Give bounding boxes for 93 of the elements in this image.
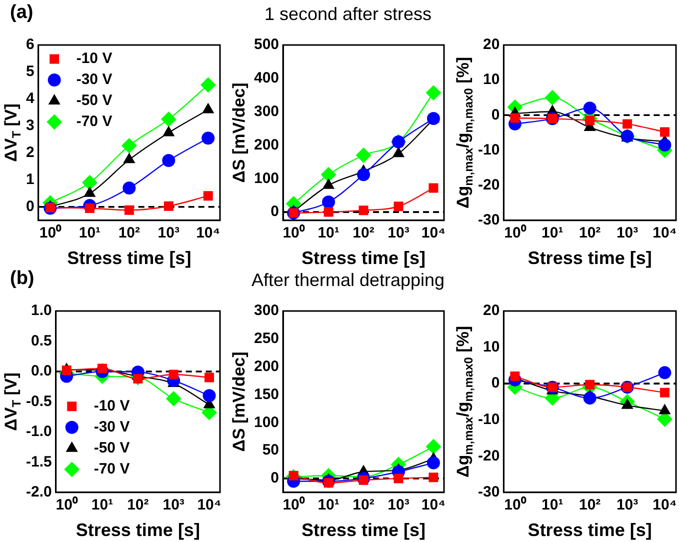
x-tick-label: 10¹ xyxy=(318,496,340,514)
y-tick-label: 200 xyxy=(254,358,280,375)
x-tick-label: 10⁰ xyxy=(504,224,527,242)
y-tick-label: -1.5 xyxy=(26,453,52,470)
legend-label: -30 V xyxy=(76,71,112,88)
x-tick-label: 10¹ xyxy=(542,224,564,242)
x-tick-label: 10³ xyxy=(388,496,410,514)
y-tick-label: 200 xyxy=(254,136,280,154)
y-tick-label: 0 xyxy=(270,203,280,220)
legend-label: -70 V xyxy=(76,113,112,130)
x-tick-label: 10² xyxy=(352,496,374,514)
y-tick-label: 0 xyxy=(491,374,500,392)
x-axis-title: Stress time [s] xyxy=(528,520,652,540)
y-tick-label: 0.5 xyxy=(30,332,52,350)
y-axis-title: ΔS [mV/dec] xyxy=(230,82,249,183)
y-tick-label: -20 xyxy=(478,176,500,194)
x-axis-title: Stress time [s] xyxy=(76,520,200,540)
x-axis-title: Stress time [s] xyxy=(301,520,426,540)
y-tick-label: 250 xyxy=(254,330,280,348)
x-tick-label: 10² xyxy=(352,224,374,242)
y-tick-label: 20 xyxy=(482,302,500,320)
y-axis-title: ΔS [mV/dec] xyxy=(230,352,249,452)
y-tick-label: 100 xyxy=(254,170,280,187)
y-tick-label: -2.0 xyxy=(26,484,52,501)
y-tick-label: -30 xyxy=(478,212,500,229)
x-axis-title: Stress time [s] xyxy=(528,248,652,268)
y-tick-label: 1.0 xyxy=(30,302,52,320)
y-tick-label: -20 xyxy=(478,447,500,464)
legend-label: -10 V xyxy=(94,398,130,415)
y-tick-label: -10 xyxy=(478,410,500,428)
x-tick-label: 10⁴ xyxy=(197,496,222,514)
legend-label: -70 V xyxy=(94,460,130,478)
y-tick-label: 20 xyxy=(482,36,500,54)
x-tick-label: 10² xyxy=(118,224,140,242)
y-tick-label: -10 xyxy=(478,141,500,158)
y-tick-label: 0 xyxy=(270,470,280,487)
x-tick-label: 10² xyxy=(578,496,601,514)
y-axis-title: Δgm,max/gm,max0 [%] xyxy=(454,56,476,208)
y-tick-label: 3 xyxy=(26,117,34,134)
x-tick-label: 10⁰ xyxy=(39,224,62,242)
text: (b) xyxy=(10,268,34,290)
x-tick-label: 10² xyxy=(578,224,601,242)
x-tick-label: 10¹ xyxy=(542,496,564,514)
x-tick-label: 10¹ xyxy=(318,224,340,242)
x-tick-label: 10¹ xyxy=(78,224,101,242)
x-tick-label: 10³ xyxy=(388,224,410,242)
x-tick-label: 10⁴ xyxy=(652,224,677,242)
y-tick-label: 500 xyxy=(254,36,280,54)
x-tick-label: 10⁰ xyxy=(56,496,78,514)
x-tick-label: 10³ xyxy=(616,224,638,242)
y-tick-label: 10 xyxy=(482,71,500,88)
x-tick-label: 10⁰ xyxy=(282,496,306,514)
y-tick-label: -1.0 xyxy=(26,423,52,440)
y-axis-title: ΔVT [V] xyxy=(2,372,24,431)
y-tick-label: 10 xyxy=(482,338,500,356)
y-tick-label: 0 xyxy=(26,198,34,216)
legend-label: -30 V xyxy=(94,418,130,436)
text: (a) xyxy=(10,2,34,24)
y-tick-label: 4 xyxy=(26,90,35,108)
x-tick-label: 10⁴ xyxy=(421,224,446,242)
x-tick-label: 10³ xyxy=(162,496,184,514)
x-tick-label: 10⁴ xyxy=(652,496,677,514)
legend-label: -50 V xyxy=(76,92,112,110)
y-tick-label: 50 xyxy=(262,442,280,459)
x-tick-label: 10⁰ xyxy=(282,224,306,242)
y-tick-label: -30 xyxy=(478,484,500,501)
x-axis-title: Stress time [s] xyxy=(67,248,192,268)
x-tick-label: 10⁴ xyxy=(421,496,446,514)
y-tick-label: 1 xyxy=(26,171,34,188)
y-tick-label: 0 xyxy=(491,106,500,124)
y-tick-label: 150 xyxy=(254,386,280,403)
x-tick-label: 10³ xyxy=(158,224,180,242)
y-tick-label: 400 xyxy=(254,70,280,87)
y-tick-label: 300 xyxy=(254,302,280,320)
y-tick-label: 0.0 xyxy=(30,362,52,380)
legend-label: -10 V xyxy=(76,50,112,68)
chart-title: 1 second after stress xyxy=(264,4,432,25)
y-tick-label: 5 xyxy=(26,63,34,80)
y-tick-label: 300 xyxy=(254,102,280,120)
chart-title: After thermal detrapping xyxy=(251,270,445,291)
x-tick-label: 10⁰ xyxy=(504,496,527,514)
x-axis-title: Stress time [s] xyxy=(301,248,426,268)
y-tick-label: 6 xyxy=(26,36,34,54)
x-tick-label: 10³ xyxy=(616,496,638,514)
legend-label: -50 V xyxy=(94,440,130,457)
y-tick-label: -0.5 xyxy=(26,392,52,410)
x-tick-label: 10² xyxy=(127,496,149,514)
y-tick-label: 100 xyxy=(254,414,280,431)
y-axis-title: Δgm,max/gm,max0 [%] xyxy=(454,326,476,478)
y-tick-label: 2 xyxy=(26,144,34,162)
x-tick-label: 10¹ xyxy=(91,496,114,514)
y-axis-title: ΔVT [V] xyxy=(2,104,24,162)
x-tick-label: 10⁴ xyxy=(196,224,220,242)
